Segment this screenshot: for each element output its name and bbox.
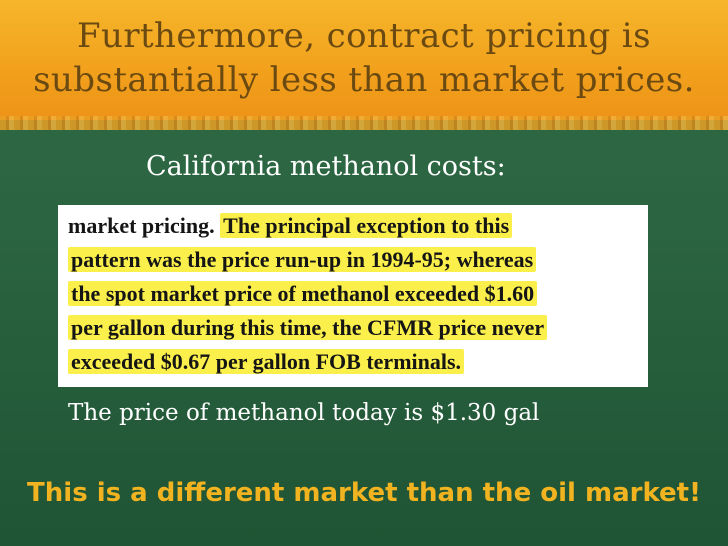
clipping-line-2: pattern was the price run-up in 1994-95;… — [68, 247, 537, 273]
clipping-line-1: market pricing. The principal exception … — [68, 213, 513, 239]
slide-title-line-2: substantially less than market prices. — [33, 60, 695, 100]
footer-statement: This is a different market than the oil … — [27, 478, 701, 508]
clipping-line-2-highlight: pattern was the price run-up in 1994-95;… — [68, 247, 537, 272]
clipping-line-1-plain: market pricing. — [68, 213, 215, 238]
clipping-line-4: per gallon during this time, the CFMR pr… — [68, 315, 548, 341]
title-band: Furthermore, contract pricing is substan… — [0, 0, 728, 130]
clipping-line-5: exceeded $0.67 per gallon FOB terminals. — [68, 349, 465, 375]
slide-title-line-1: Furthermore, contract pricing is — [77, 16, 651, 56]
clipping-line-4-highlight: per gallon during this time, the CFMR pr… — [68, 315, 548, 340]
price-note: The price of methanol today is $1.30 gal — [68, 400, 540, 426]
document-clipping: market pricing. The principal exception … — [58, 205, 648, 387]
clipping-line-1-highlight: The principal exception to this — [220, 213, 513, 238]
subtitle: California methanol costs: — [146, 151, 506, 182]
clipping-line-3: the spot market price of methanol exceed… — [68, 281, 538, 307]
clipping-line-3-highlight: the spot market price of methanol exceed… — [68, 281, 538, 306]
clipping-line-5-highlight: exceeded $0.67 per gallon FOB terminals. — [68, 349, 465, 374]
